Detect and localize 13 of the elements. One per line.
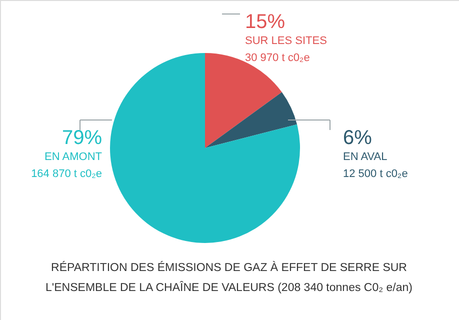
- text: 12 500 t c0₂e: [343, 168, 408, 180]
- text: RÉPARTITION DES ÉMISSIONS DE GAZ À EFFET DE SERRE SUR: [51, 262, 407, 274]
- text: 164 870 t c0₂e: [31, 168, 102, 180]
- data-label: 15%: [245, 11, 286, 33]
- pie-slice: [205, 92, 298, 148]
- data-label: 79%: [62, 127, 102, 149]
- text: 30 970 t c0₂e: [245, 52, 310, 64]
- text: L'ENSEMBLE DE LA CHAÎNE DE VALEURS (208 340 tonnes C0₂ e/an): [46, 282, 412, 294]
- data-label: 6%: [343, 127, 372, 149]
- slice-label: EN AVAL: [343, 151, 388, 163]
- slice-label: EN AMONT: [44, 151, 102, 163]
- pie-slice: [205, 53, 282, 148]
- slice-label: SUR LES SITES: [245, 35, 327, 47]
